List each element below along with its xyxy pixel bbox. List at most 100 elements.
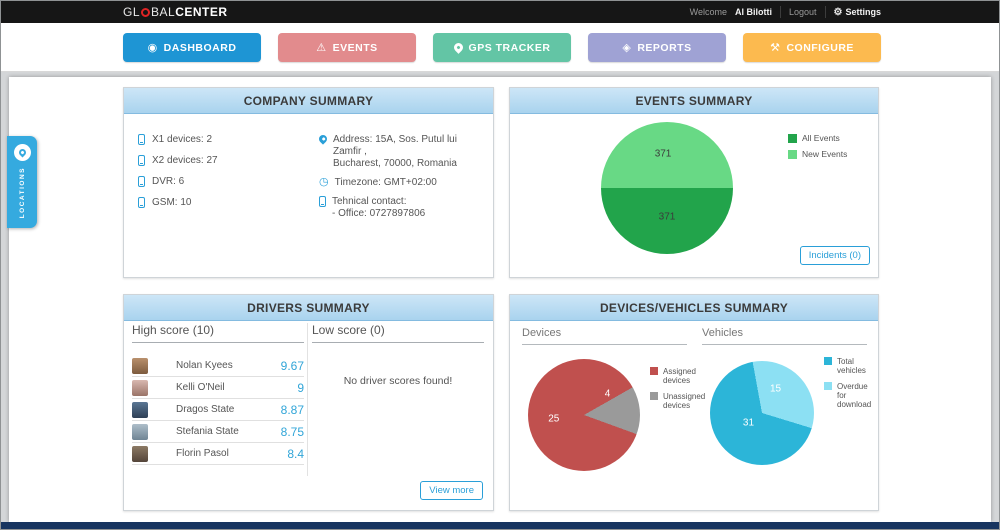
high-score-header: High score (10): [132, 323, 304, 343]
legend-label: Assigned devices: [663, 367, 696, 385]
events-summary-panel: EVENTS SUMMARY 371 371 All Events New Ev…: [509, 87, 879, 278]
logo-text: GL: [123, 5, 141, 19]
pie-value-label: 371: [658, 211, 676, 223]
panel-title: COMPANY SUMMARY: [124, 88, 493, 114]
driver-row[interactable]: Kelli O'Neil 9: [132, 377, 304, 399]
location-pin-icon: [13, 144, 31, 161]
driver-name: Stefania State: [176, 426, 239, 437]
panel-title: EVENTS SUMMARY: [510, 88, 878, 114]
vehicles-header: Vehicles: [702, 327, 867, 345]
low-score-column: Low score (0) No driver scores found!: [312, 323, 484, 387]
footer-bar: [1, 522, 999, 529]
company-contact: Tehnical contact: - Office: 0727897806: [332, 196, 426, 219]
nav-reports-button[interactable]: ◈ REPORTS: [588, 33, 726, 62]
settings-link[interactable]: ⚙ Settings: [833, 6, 881, 18]
username: Al Bilotti: [734, 7, 772, 17]
main-content: COMPANY SUMMARY X1 devices: 2 X2 devices…: [9, 77, 991, 522]
device-count: DVR: 6: [152, 176, 185, 187]
legend-swatch: [788, 134, 797, 143]
driver-score: 9.67: [280, 358, 304, 373]
legend-swatch: [788, 150, 797, 159]
topbar-right: Welcome Al Bilotti Logout ⚙ Settings: [690, 1, 881, 23]
nav-dashboard-button[interactable]: ◉ DASHBOARD: [123, 33, 261, 62]
device-icon: [138, 197, 145, 208]
locations-tab-label: LOCATIONS: [18, 167, 26, 219]
events-pie-chart: 371 371: [601, 122, 733, 254]
warning-icon: ⚠: [316, 42, 327, 54]
divider: [824, 6, 826, 18]
driver-name: Dragos State: [176, 404, 235, 415]
pie-value-label: 371: [654, 148, 672, 160]
pie-value-label: 4: [604, 388, 611, 400]
pie-value-label: 15: [769, 383, 782, 395]
address-pin-icon: [317, 133, 329, 145]
panel-title: DRIVERS SUMMARY: [124, 295, 493, 321]
vehicles-legend: Total vehicles Overdue for download: [824, 357, 876, 416]
driver-name: Kelli O'Neil: [176, 382, 225, 393]
legend-label: New Events: [802, 149, 848, 159]
devices-legend: Assigned devices Unassigned devices: [650, 367, 722, 417]
device-icon: [138, 176, 145, 187]
driver-row[interactable]: Stefania State 8.75: [132, 421, 304, 443]
clock-icon: ◷: [319, 176, 329, 188]
driver-score: 8.75: [280, 424, 304, 439]
legend-label: Unassigned devices: [663, 392, 706, 410]
legend-swatch: [650, 392, 658, 400]
events-legend: All Events New Events: [788, 134, 847, 166]
legend-label: Overdue for download: [837, 382, 872, 409]
locations-tab[interactable]: LOCATIONS: [7, 136, 37, 228]
legend-swatch: [650, 367, 658, 375]
nav-gps-tracker-button[interactable]: GPS TRACKER: [433, 33, 571, 62]
device-counts: X1 devices: 2 X2 devices: 27 DVR: 6 GSM:…: [138, 134, 218, 218]
gear-icon: ⚙: [833, 6, 843, 18]
device-count: X1 devices: 2: [152, 134, 213, 145]
device-count: GSM: 10: [152, 197, 192, 208]
top-bar: GL BAL CENTER Welcome Al Bilotti Logout ⚙ S…: [1, 1, 999, 23]
driver-row[interactable]: Florin Pasol 8.4: [132, 443, 304, 465]
column-divider: [307, 323, 308, 476]
phone-icon: [319, 196, 326, 207]
logo-o-icon: [141, 7, 151, 17]
welcome-label: Welcome: [689, 7, 727, 17]
incidents-button[interactable]: Incidents (0): [799, 246, 870, 265]
legend-swatch: [824, 382, 832, 390]
driver-row[interactable]: Dragos State 8.87: [132, 399, 304, 421]
view-more-button[interactable]: View more: [420, 481, 483, 500]
nav-bar: ◉ DASHBOARD ⚠ EVENTS GPS TRACKER ◈ REPORTS …: [1, 23, 999, 72]
devices-header: Devices: [522, 327, 687, 345]
driver-score: 8.87: [280, 402, 304, 417]
company-info: Address: 15A, Sos. Putul lui Zamfir , Buc…: [317, 133, 487, 227]
tag-icon: ◈: [622, 42, 632, 54]
low-score-header: Low score (0): [312, 323, 484, 343]
panel-title: DEVICES/VEHICLES SUMMARY: [510, 295, 878, 321]
company-address: Address: 15A, Sos. Putul lui Zamfir , Buc…: [333, 134, 457, 169]
driver-avatar: [132, 445, 148, 462]
vehicles-pie-chart: 15 31: [710, 361, 814, 465]
pie-value-label: 31: [742, 417, 755, 429]
divider: [779, 6, 781, 18]
logout-link[interactable]: Logout: [788, 7, 817, 17]
wrench-icon: ⚒: [770, 42, 781, 54]
nav-configure-button[interactable]: ⚒ CONFIGURE: [743, 33, 881, 62]
pie-value-label: 25: [548, 413, 560, 425]
devices-pie-chart: 25 4: [528, 359, 640, 471]
devices-vehicles-summary-panel: DEVICES/VEHICLES SUMMARY Devices Vehicle…: [509, 294, 879, 511]
device-count: X2 devices: 27: [152, 155, 218, 166]
high-score-column: High score (10) Nolan Kyees 9.67 Kelli O'…: [132, 323, 304, 465]
legend-label: All Events: [802, 133, 840, 143]
device-icon: [138, 155, 145, 166]
driver-avatar: [132, 423, 148, 440]
driver-avatar: [132, 401, 148, 418]
drivers-summary-panel: DRIVERS SUMMARY High score (10) Nolan Ky…: [123, 294, 494, 511]
company-timezone: Timezone: GMT+02:00: [334, 177, 437, 188]
driver-score: 9: [297, 380, 304, 395]
driver-row[interactable]: Nolan Kyees 9.67: [132, 355, 304, 377]
driver-score: 8.4: [287, 446, 304, 461]
driver-avatar: [132, 379, 148, 396]
pin-icon: [451, 41, 465, 54]
dashboard-icon: ◉: [147, 42, 158, 54]
legend-swatch: [824, 357, 832, 365]
driver-name: Florin Pasol: [176, 448, 229, 459]
nav-events-button[interactable]: ⚠ EVENTS: [278, 33, 416, 62]
